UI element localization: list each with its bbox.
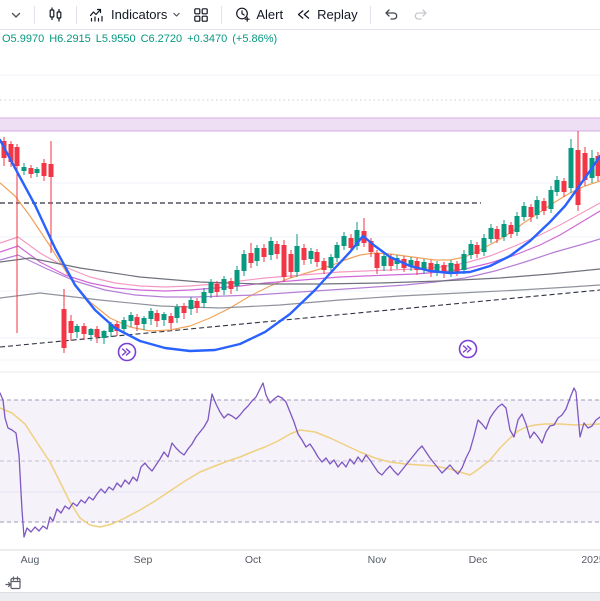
time-axis-label: 2025	[581, 554, 600, 566]
replay-label: Replay	[317, 7, 357, 22]
undo-button[interactable]	[377, 3, 406, 26]
redo-arrow-icon	[412, 6, 429, 23]
time-axis-label: Dec	[469, 554, 488, 566]
legend-change: +0.3470	[187, 33, 227, 45]
top-toolbar: Indicators Alert	[0, 0, 600, 30]
alert-label: Alert	[256, 7, 283, 22]
indicators-icon	[89, 6, 106, 23]
candlestick-icon	[47, 6, 64, 23]
candlestick-series[interactable]	[2, 131, 600, 353]
ohlc-legend: O5.9970 H6.2915 L5.9550 C6.2720 +0.3470 (+5.8…	[2, 33, 282, 45]
overlay-curve[interactable]	[0, 140, 600, 351]
time-axis-label: Aug	[21, 554, 40, 566]
legend-low: L5.9550	[96, 33, 136, 45]
chart-markers[interactable]	[119, 341, 477, 361]
toolbar-separator	[221, 6, 222, 24]
toolbar-separator	[76, 6, 77, 24]
indicators-label: Indicators	[111, 7, 167, 22]
layout-grid-icon	[193, 7, 209, 23]
rsi-pane[interactable]	[0, 383, 600, 537]
candle-style-button[interactable]	[41, 3, 70, 26]
legend-close: C6.2720	[141, 33, 183, 45]
time-axis[interactable]: Aug Sep Oct Nov Dec 2025	[21, 554, 600, 566]
toolbar-separator	[370, 6, 371, 24]
double-arrow-right-marker-icon	[460, 341, 477, 358]
chevron-down-icon	[172, 10, 181, 19]
go-to-date-button[interactable]	[3, 575, 23, 592]
indicators-button[interactable]: Indicators	[83, 3, 187, 26]
replay-button[interactable]: Replay	[289, 3, 363, 26]
legend-change-pct: (+5.86%)	[232, 33, 277, 45]
replay-rewind-icon	[295, 6, 312, 23]
blue-curve	[0, 140, 600, 351]
calendar-icon	[5, 579, 22, 594]
alert-button[interactable]: Alert	[228, 3, 289, 26]
double-arrow-right-marker-icon	[119, 344, 136, 361]
ma-magenta	[0, 211, 600, 291]
layout-grid-button[interactable]	[187, 4, 215, 26]
legend-open: O5.9970	[2, 33, 44, 45]
time-axis-label: Sep	[134, 554, 153, 566]
chart-menu-button[interactable]	[4, 6, 28, 24]
chevron-down-icon	[10, 9, 22, 21]
time-axis-label: Oct	[245, 554, 261, 566]
legend-high: H6.2915	[49, 33, 91, 45]
undo-arrow-icon	[383, 6, 400, 23]
time-axis-label: Nov	[368, 554, 387, 566]
alert-clock-icon	[234, 6, 251, 23]
price-zone-rectangle[interactable]	[0, 118, 600, 131]
redo-button[interactable]	[406, 3, 435, 26]
toolbar-separator	[34, 6, 35, 24]
